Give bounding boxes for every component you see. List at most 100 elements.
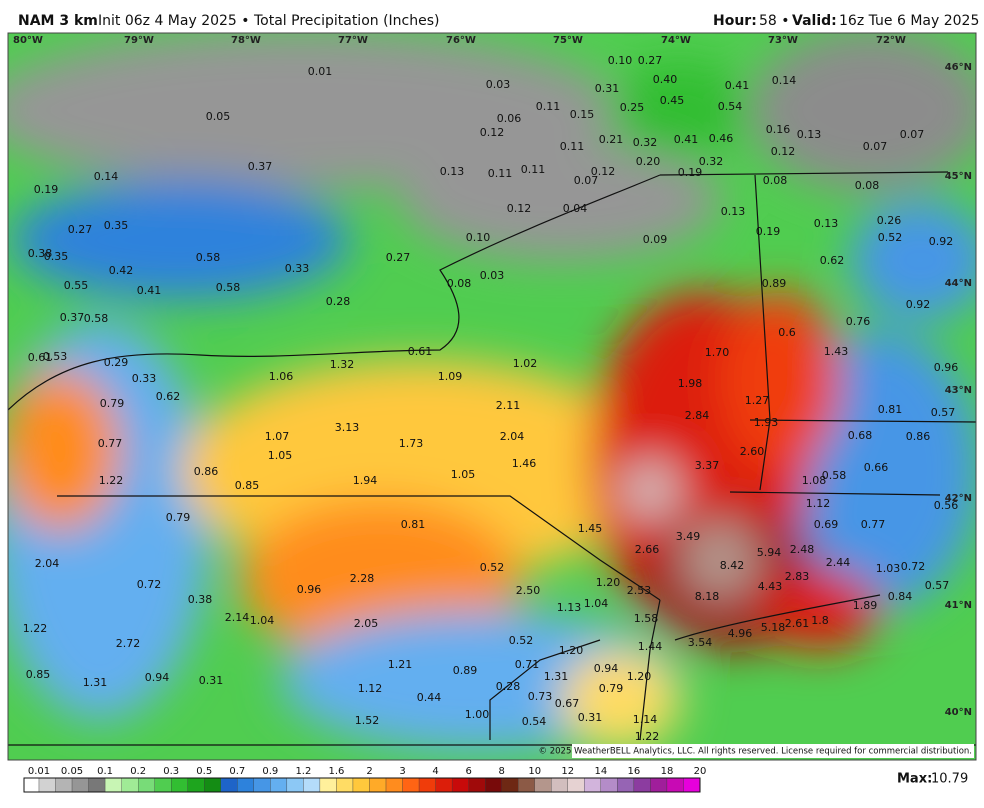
precip-value: 0.12 bbox=[480, 126, 505, 139]
colorbar-label: 14 bbox=[594, 766, 607, 777]
colorbar-swatch bbox=[451, 777, 469, 793]
precip-value: 2.60 bbox=[740, 445, 765, 458]
precip-value: 0.77 bbox=[861, 518, 886, 531]
precip-value: 0.14 bbox=[772, 74, 797, 87]
colorbar-swatch bbox=[319, 777, 337, 793]
precip-value: 0.61 bbox=[28, 351, 53, 364]
colorbar-swatch bbox=[385, 777, 403, 793]
precip-value: 2.05 bbox=[354, 617, 379, 630]
precip-field bbox=[8, 33, 976, 760]
precip-value: 0.86 bbox=[194, 465, 219, 478]
precip-value: 0.57 bbox=[925, 579, 950, 592]
precip-value: 2.28 bbox=[350, 572, 375, 585]
description: Init 06z 4 May 2025 • Total Precipitatio… bbox=[98, 13, 440, 29]
precip-value: 1.22 bbox=[23, 622, 48, 635]
colorbar-swatch bbox=[121, 777, 139, 793]
precip-value: 0.19 bbox=[34, 183, 59, 196]
colorbar-swatch bbox=[154, 777, 172, 793]
precip-value: 1.27 bbox=[745, 394, 770, 407]
lon-label: 75°W bbox=[553, 35, 583, 46]
precip-value: 0.52 bbox=[509, 634, 534, 647]
precip-value: 0.32 bbox=[699, 155, 724, 168]
colorbar-label: 4 bbox=[432, 766, 438, 777]
precip-value: 1.22 bbox=[99, 474, 124, 487]
precip-value: 0.46 bbox=[709, 132, 734, 145]
precip-value: 0.85 bbox=[235, 479, 260, 492]
precip-value: 0.35 bbox=[104, 219, 129, 232]
colorbar-swatch bbox=[220, 777, 238, 793]
precip-value: 0.07 bbox=[863, 140, 888, 153]
hour: 58 • bbox=[759, 13, 790, 29]
precip-value: 0.41 bbox=[725, 79, 750, 92]
valid-time: 16z Tue 6 May 2025 bbox=[839, 13, 979, 29]
lat-label: 40°N bbox=[945, 707, 972, 718]
precip-value: 0.35 bbox=[44, 250, 69, 263]
precip-value: 0.40 bbox=[653, 73, 678, 86]
precip-value: 0.09 bbox=[643, 233, 668, 246]
precip-value: 0.03 bbox=[486, 78, 511, 91]
precip-value: 1.20 bbox=[559, 644, 584, 657]
colorbar-label: 12 bbox=[561, 766, 574, 777]
colorbar-swatch bbox=[369, 777, 387, 793]
precip-value: 1.05 bbox=[451, 468, 476, 481]
lon-label: 73°W bbox=[768, 35, 798, 46]
precip-value: 3.37 bbox=[695, 459, 720, 472]
copyright-bg bbox=[572, 744, 974, 758]
precip-value: 2.04 bbox=[500, 430, 525, 443]
precip-value: 0.16 bbox=[766, 123, 791, 136]
precip-value: 0.45 bbox=[660, 94, 685, 107]
precip-value: 5.18 bbox=[761, 621, 786, 634]
precip-value: 1.52 bbox=[355, 714, 380, 727]
precip-value: 1.70 bbox=[705, 346, 730, 359]
colorbar-swatch bbox=[518, 777, 535, 793]
precip-value: 0.20 bbox=[636, 155, 661, 168]
colorbar-label: 0.2 bbox=[130, 766, 146, 777]
precip-value: 0.11 bbox=[560, 140, 585, 153]
max-label: Max: bbox=[897, 772, 932, 787]
precip-value: 5.94 bbox=[757, 546, 782, 559]
precip-value: 0.19 bbox=[756, 225, 781, 238]
precip-value: 1.44 bbox=[638, 640, 663, 653]
precip-value: 3.13 bbox=[335, 421, 360, 434]
precip-value: 1.13 bbox=[557, 601, 582, 614]
colorbar-frame bbox=[23, 777, 701, 793]
lat-label: 43°N bbox=[945, 385, 972, 396]
precip-value: 0.32 bbox=[633, 136, 658, 149]
precip-value: 1.07 bbox=[265, 430, 290, 443]
precip-value: 0.28 bbox=[496, 680, 521, 693]
precip-value: 0.69 bbox=[814, 518, 839, 531]
precip-value: 0.89 bbox=[453, 664, 478, 677]
precip-value: 0.08 bbox=[447, 277, 472, 290]
precip-value: 0.10 bbox=[608, 54, 633, 67]
model-name: NAM 3 km bbox=[18, 13, 98, 29]
precip-value: 2.14 bbox=[225, 611, 250, 624]
precip-value: 0.13 bbox=[797, 128, 822, 141]
precip-value: 0.92 bbox=[929, 235, 954, 248]
lon-label: 77°W bbox=[338, 35, 368, 46]
precip-value: 0.21 bbox=[599, 133, 624, 146]
colorbar-swatch bbox=[468, 777, 486, 793]
colorbar-label: 1.6 bbox=[328, 766, 344, 777]
colorbar-label: 2 bbox=[366, 766, 372, 777]
colorbar-swatch bbox=[71, 777, 89, 793]
precip-value: 0.53 bbox=[43, 350, 68, 363]
lon-label: 78°W bbox=[231, 35, 261, 46]
precip-value: 1.05 bbox=[268, 449, 293, 462]
precip-value: 0.84 bbox=[888, 590, 913, 603]
precip-value: 0.13 bbox=[440, 165, 465, 178]
lat-label: 44°N bbox=[945, 278, 972, 289]
precip-value: 0.94 bbox=[145, 671, 170, 684]
precip-value: 1.8 bbox=[811, 614, 829, 627]
precip-value: 1.20 bbox=[627, 670, 652, 683]
precip-value: 0.14 bbox=[94, 170, 119, 183]
colorbar-swatch bbox=[600, 777, 618, 793]
colorbar-label: 0.9 bbox=[262, 766, 278, 777]
lat-label: 46°N bbox=[945, 62, 972, 73]
precip-value: 0.11 bbox=[488, 167, 513, 180]
precip-value: 0.96 bbox=[934, 361, 959, 374]
colorbar-swatch bbox=[551, 777, 568, 793]
precip-value: 0.15 bbox=[570, 108, 595, 121]
colorbar-swatch bbox=[633, 777, 651, 793]
precip-value: 0.81 bbox=[878, 403, 903, 416]
precip-value: 0.11 bbox=[536, 100, 561, 113]
